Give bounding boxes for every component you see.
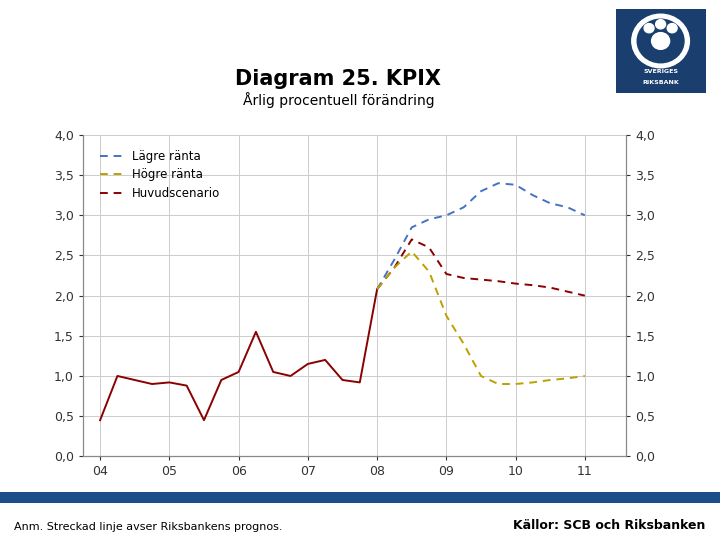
Text: Källor: SCB och Riksbanken: Källor: SCB och Riksbanken: [513, 519, 706, 532]
Circle shape: [667, 24, 677, 33]
Text: Årlig procentuell förändring: Årlig procentuell förändring: [243, 92, 434, 108]
Circle shape: [652, 32, 670, 49]
Text: Anm. Streckad linje avser Riksbankens prognos.: Anm. Streckad linje avser Riksbankens pr…: [14, 522, 283, 532]
Text: SVERIGES: SVERIGES: [643, 70, 678, 75]
Text: RIKSBANK: RIKSBANK: [642, 80, 679, 85]
Legend: Lägre ränta, Högre ränta, Huvudscenario: Lägre ränta, Högre ränta, Huvudscenario: [94, 144, 226, 206]
Circle shape: [637, 19, 684, 63]
Text: Diagram 25. KPIX: Diagram 25. KPIX: [235, 69, 441, 89]
Circle shape: [644, 24, 654, 33]
Circle shape: [632, 14, 690, 68]
Circle shape: [656, 19, 665, 29]
